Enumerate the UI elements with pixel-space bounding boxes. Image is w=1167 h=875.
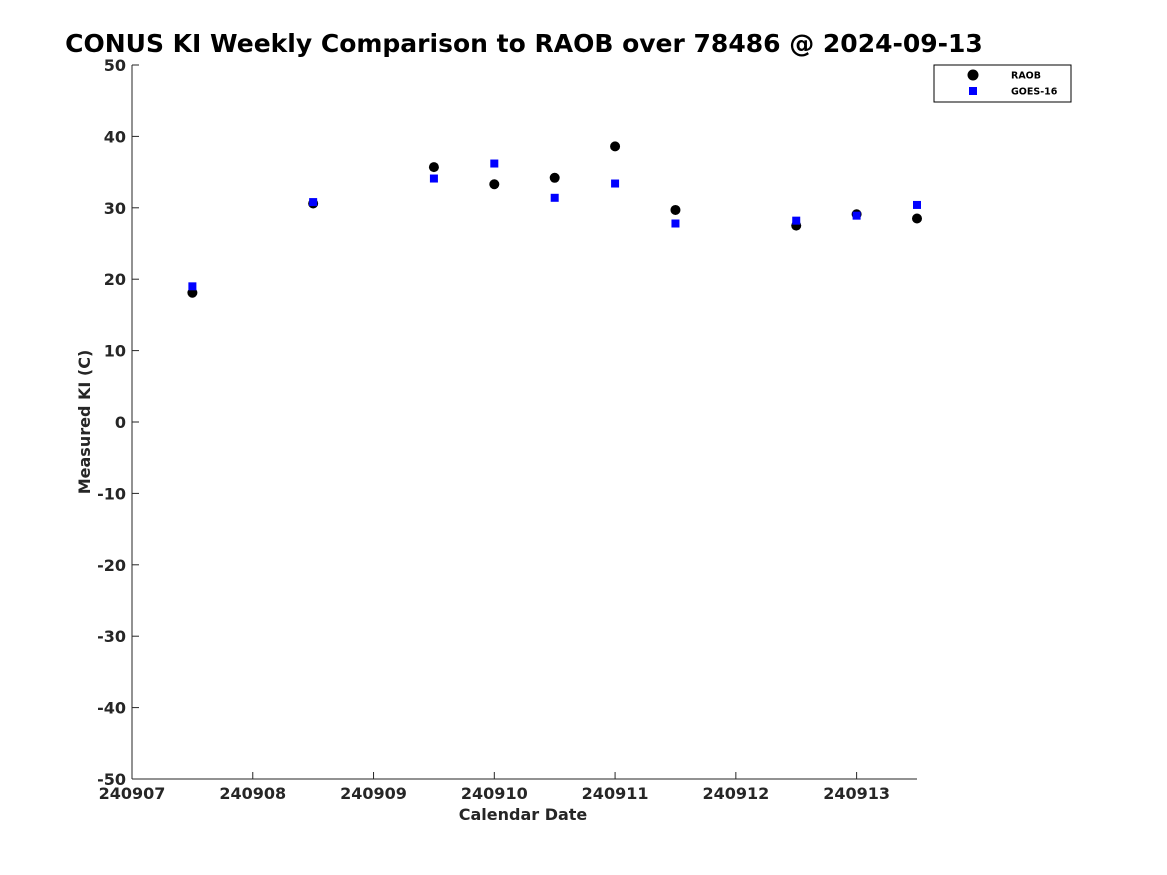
- data-point-raob: [912, 213, 922, 224]
- x-axis-label: Calendar Date: [459, 805, 588, 824]
- plot-axes: [131, 65, 917, 780]
- x-tick-label: 240909: [340, 784, 407, 803]
- y-tick-label: -10: [97, 484, 126, 503]
- legend-marker-raob: [967, 69, 979, 81]
- x-tick-label: 240913: [823, 784, 890, 803]
- data-point-goes-16: [792, 216, 801, 225]
- data-point-goes-16: [550, 193, 559, 202]
- data-point-raob: [428, 162, 439, 173]
- y-tick-label: 0: [115, 413, 126, 432]
- x-ticks: 240907 240908 240909 240910 240911 240912 2409…: [99, 772, 890, 803]
- legend-label-raob: RAOB: [1011, 71, 1041, 82]
- x-tick-label: 240911: [582, 784, 649, 803]
- y-tick-label: 40: [104, 127, 126, 146]
- chart-title: CONUS KI Weekly Comparison to RAOB over …: [65, 29, 983, 58]
- x-tick-label: 240908: [219, 784, 286, 803]
- data-points: [187, 141, 922, 298]
- y-tick-label: 10: [104, 342, 126, 361]
- legend-box: [933, 64, 1072, 103]
- data-point-raob: [489, 179, 500, 190]
- data-point-goes-16: [188, 282, 197, 291]
- y-axis-label: Measured KI (C): [75, 350, 94, 495]
- x-tick-label: 240907: [99, 784, 166, 803]
- legend: RAOB GOES-16: [933, 64, 1072, 103]
- data-point-goes-16: [671, 219, 680, 228]
- y-tick-label: -30: [97, 627, 126, 646]
- data-point-goes-16: [913, 200, 921, 209]
- x-tick-label: 240910: [461, 784, 528, 803]
- y-tick-label: 50: [104, 56, 126, 75]
- y-tick-label: 20: [104, 270, 126, 289]
- y-tick-label: 30: [104, 199, 126, 218]
- data-point-raob: [549, 172, 560, 183]
- legend-marker-goes: [969, 87, 977, 95]
- data-point-goes-16: [490, 159, 499, 168]
- data-point-raob: [670, 204, 681, 215]
- y-tick-label: -50: [97, 770, 126, 789]
- data-point-raob: [610, 141, 621, 152]
- legend-label-goes: GOES-16: [1011, 87, 1058, 98]
- y-ticks: 50 40 30 20 10 0 -10 -20 -30 -40 -50: [97, 56, 139, 789]
- data-point-goes-16: [611, 179, 620, 188]
- data-point-goes-16: [429, 174, 438, 183]
- x-tick-label: 240912: [702, 784, 769, 803]
- data-point-goes-16: [852, 211, 861, 220]
- y-tick-label: -20: [97, 556, 126, 575]
- data-point-goes-16: [309, 198, 318, 207]
- y-tick-label: -40: [97, 699, 126, 718]
